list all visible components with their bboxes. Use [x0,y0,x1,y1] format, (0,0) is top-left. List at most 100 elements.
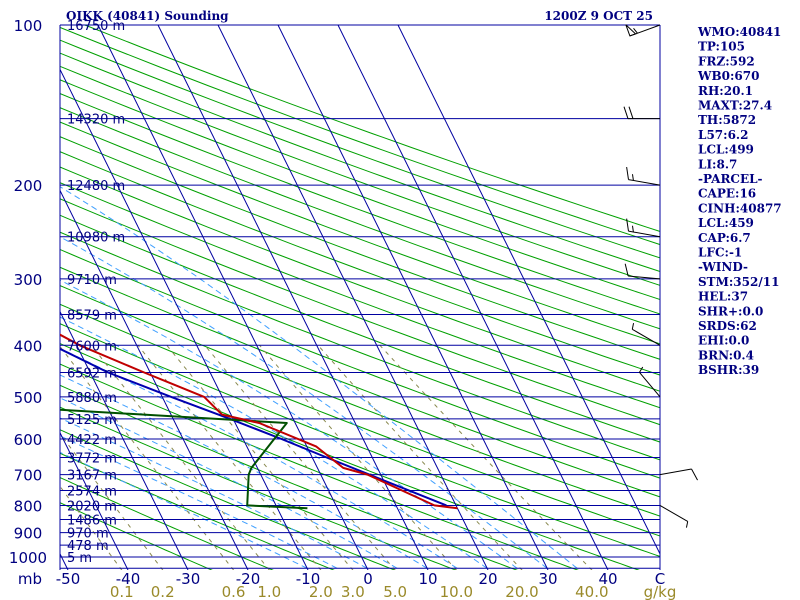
isotherm-line [60,189,249,570]
isotherm-line [97,25,369,570]
wind-barb-full [626,167,629,180]
wind-barb-half [631,322,635,330]
moist-adiabat-line [60,347,458,569]
isotherm-line [397,25,660,555]
dry-adiabat-line [60,198,660,426]
dry-adiabat-line [60,303,660,537]
index-line: LCL:459 [698,216,754,230]
height-label: 5 m [67,551,92,566]
mixing-ratio-tick-label: 10.0 [440,583,473,600]
dry-adiabat-line [83,25,660,232]
index-line: LI:8.7 [698,157,737,171]
parcel-path-line [60,347,447,507]
pressure-tick-label: 700 [14,467,43,485]
temperature-tick-label: -10 [296,570,321,588]
height-label: 9710 m [67,273,117,288]
sounding-profiles [60,333,458,510]
height-label: 16750 m [67,19,125,34]
height-label: 14320 m [67,113,125,128]
isotherm-line [277,25,549,570]
mixing-ratio-tick-label: 3.0 [341,583,365,600]
temperature-tick-label: -20 [236,570,261,588]
index-line: CAP:6.7 [698,231,751,245]
height-label: 10980 m [67,231,125,246]
wind-barb-half [685,521,689,528]
temperature-axis: -50 -40 -30 -20 -10 0 10 20 30 40 C [56,570,665,588]
height-label: 1486 m [67,513,117,528]
wind-barb [626,218,661,238]
dry-adiabat-line [60,231,660,461]
mixing-ratio-line [379,344,593,570]
index-line: CINH:40877 [698,201,782,215]
index-line: MAXT:27.4 [698,99,772,113]
wind-barb [631,322,661,346]
index-line: SRDS:62 [698,319,757,333]
temperature-line [60,333,458,510]
temperature-tick-label: 0 [363,570,373,588]
moist-adiabats [60,186,578,569]
index-line: STM:352/11 [698,275,779,289]
temperature-tick-label: -50 [56,570,81,588]
wind-barb-flag [625,24,637,37]
height-label: 4422 m [67,433,117,448]
wind-barb [659,468,698,481]
dewpoint-line [60,408,308,510]
mixing-ratio-tick-label: 0.6 [222,583,246,600]
height-label: 478 m [67,539,109,554]
dry-adiabat-line [60,93,660,315]
index-line: RH:20.1 [698,84,753,98]
index-line: WB0:670 [697,69,759,83]
wind-barb [623,106,660,120]
isotherm-line [217,25,489,570]
wind-barb-full [628,106,634,119]
mixing-ratio-line [91,344,270,570]
isotherm-line [60,431,129,570]
wind-barb-full [623,106,629,119]
isotherms [60,25,660,570]
height-label: 5880 m [67,391,117,406]
pressure-tick-label: 200 [14,177,43,195]
dry-adiabat-line [60,136,660,360]
pressure-tick-label: 600 [14,431,43,449]
wind-barb-full [691,468,698,481]
moist-adiabat-line [60,279,518,569]
dry-adiabat-line [60,166,660,392]
dry-adiabat-line [60,79,660,301]
isotherm-line [60,68,309,570]
temperature-tick-label: 10 [418,570,437,588]
wind-barb-staff [659,468,692,476]
index-line: -WIND- [698,260,748,274]
height-label: 7600 m [67,339,117,354]
moist-adiabat-line [60,186,578,569]
mixing-ratio-tick-label: 1.0 [257,583,281,600]
wind-barb [625,24,661,37]
dry-adiabat-line [60,248,660,479]
index-line: LFC:-1 [698,246,742,260]
moist-adiabat-line [60,417,368,569]
index-line: BSHR:39 [698,363,759,377]
dry-adiabat-line [60,182,660,409]
index-line: LCL:499 [698,143,754,157]
height-label: 5125 m [67,413,117,428]
mixing-ratio-line [317,344,523,570]
wind-barb-staff [628,179,661,186]
wind-barb-staff [659,505,688,522]
dry-adiabat-line [60,429,396,570]
wind-barb-half [631,225,634,233]
mixing-ratio-line [166,344,354,570]
index-line: -PARCEL- [698,172,763,186]
pressure-tick-label: 100 [14,17,43,35]
wind-barb-half [631,174,634,181]
dry-adiabat-line [60,384,518,570]
isotherm-line [337,25,609,570]
wind-barb-staff [628,230,661,238]
pressure-tick-label: 500 [14,389,43,407]
wind-barb [639,366,661,398]
pressure-tick-label: 400 [14,337,43,355]
mixing-ratio-axis: 0.1 0.2 0.6 1.0 2.0 3.0 5.0 10.0 20.0 40.0 g/kg [110,583,677,600]
moist-adiabat-line [60,397,398,569]
height-label: 970 m [67,527,109,542]
isobars [60,24,660,569]
mixing-ratio-tick-label: 0.2 [151,583,175,600]
pressure-tick-label: 900 [14,525,43,543]
